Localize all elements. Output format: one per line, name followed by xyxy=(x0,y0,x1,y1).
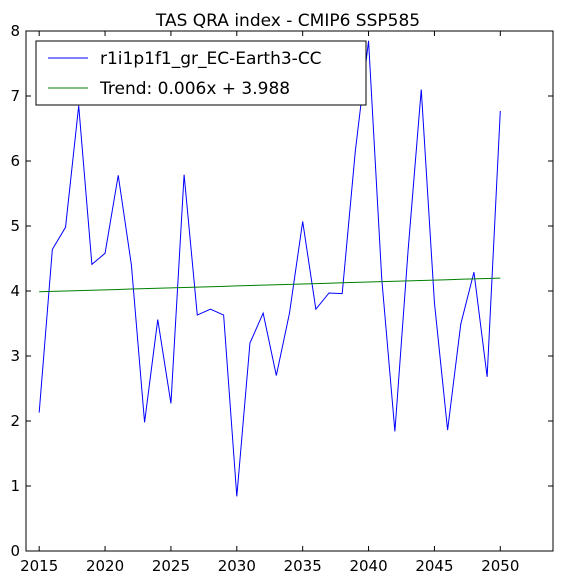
y-tick-label: 8 xyxy=(10,22,20,40)
legend-label-1: Trend: 0.006x + 3.988 xyxy=(99,79,290,99)
x-tick-label: 2040 xyxy=(349,557,387,575)
x-tick-label: 2035 xyxy=(284,557,322,575)
y-tick-label: 4 xyxy=(10,282,20,300)
x-tick-label: 2020 xyxy=(86,557,124,575)
x-tick-label: 2030 xyxy=(218,557,256,575)
y-tick-label: 2 xyxy=(10,412,20,430)
legend: r1i1p1f1_gr_EC-Earth3-CC Trend: 0.006x + … xyxy=(36,41,366,105)
y-tick-label: 1 xyxy=(10,477,20,495)
chart-title: TAS QRA index - CMIP6 SSP585 xyxy=(155,11,420,31)
x-tick-label: 2025 xyxy=(152,557,190,575)
y-tick-label: 5 xyxy=(10,217,20,235)
y-tick-label: 0 xyxy=(10,542,20,560)
plot-area-frame xyxy=(26,31,553,551)
series-line-0 xyxy=(39,41,500,497)
y-tick-label: 6 xyxy=(10,152,20,170)
x-tick-label: 2045 xyxy=(415,557,453,575)
y-tick-label: 3 xyxy=(10,347,20,365)
y-tick-label: 7 xyxy=(10,87,20,105)
series-line-1 xyxy=(39,278,500,292)
series-layer xyxy=(39,41,500,497)
x-tick-label: 2050 xyxy=(481,557,519,575)
legend-label-0: r1i1p1f1_gr_EC-Earth3-CC xyxy=(100,49,322,69)
x-tick-label: 2015 xyxy=(20,557,58,575)
